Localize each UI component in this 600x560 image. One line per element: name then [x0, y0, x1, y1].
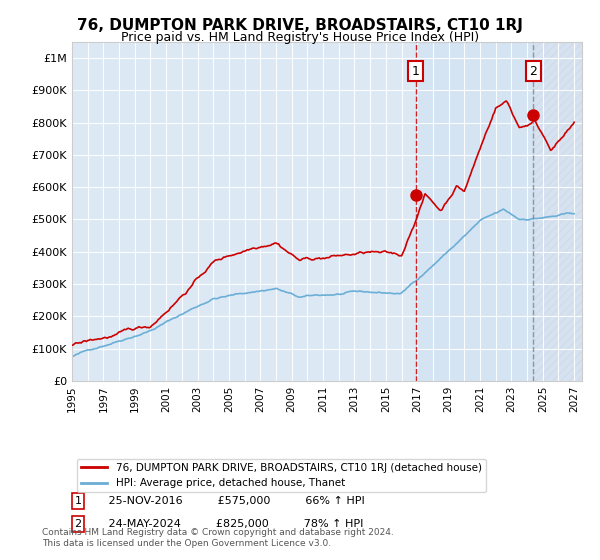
Text: 1: 1: [74, 496, 82, 506]
Text: 24-MAY-2024          £825,000          78% ↑ HPI: 24-MAY-2024 £825,000 78% ↑ HPI: [97, 519, 363, 529]
Bar: [533, 42, 582, 381]
Text: 25-NOV-2016          £575,000          66% ↑ HPI: 25-NOV-2016 £575,000 66% ↑ HPI: [97, 496, 364, 506]
Text: 2: 2: [74, 519, 82, 529]
Text: 1: 1: [412, 64, 419, 77]
Text: Contains HM Land Registry data © Crown copyright and database right 2024.
This d: Contains HM Land Registry data © Crown c…: [42, 528, 394, 548]
Text: 2: 2: [529, 64, 537, 77]
Legend: 76, DUMPTON PARK DRIVE, BROADSTAIRS, CT10 1RJ (detached house), HPI: Average pri: 76, DUMPTON PARK DRIVE, BROADSTAIRS, CT1…: [77, 459, 486, 492]
Text: 76, DUMPTON PARK DRIVE, BROADSTAIRS, CT10 1RJ: 76, DUMPTON PARK DRIVE, BROADSTAIRS, CT1…: [77, 18, 523, 33]
Bar: [416, 42, 533, 381]
Text: Price paid vs. HM Land Registry's House Price Index (HPI): Price paid vs. HM Land Registry's House …: [121, 31, 479, 44]
